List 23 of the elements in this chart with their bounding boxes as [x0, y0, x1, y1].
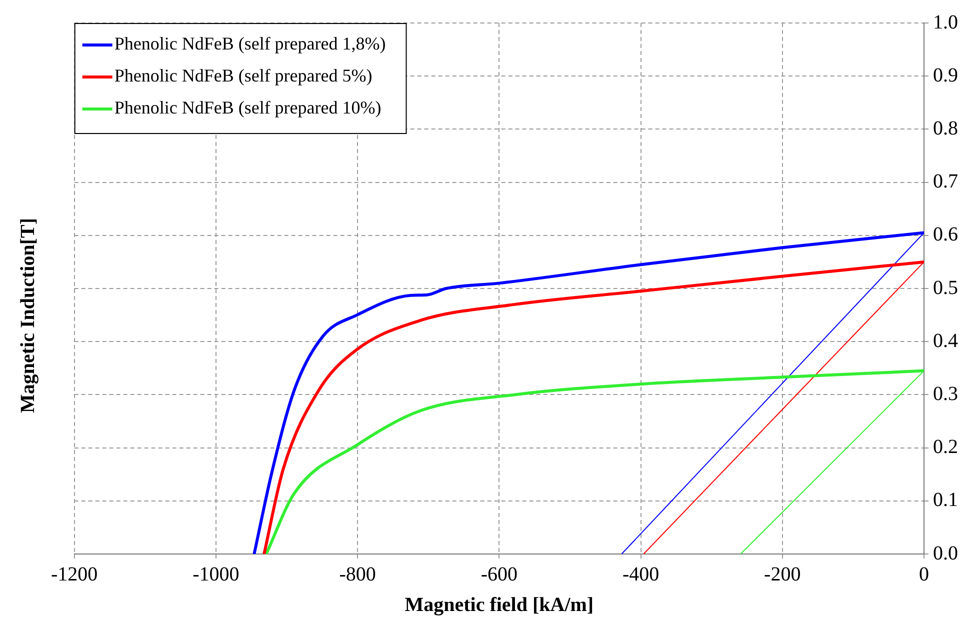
y-tick-label: 0.1: [933, 489, 958, 512]
y-tick-label: 0.9: [933, 64, 958, 86]
y-tick-label: 0.6: [933, 224, 958, 246]
x-axis-title: Magnetic field [kA/m]: [404, 594, 594, 616]
legend-label: Phenolic NdFeB (self prepared 1,8%): [114, 34, 386, 54]
y-tick-label: 0.4: [933, 330, 958, 352]
y-tick-label: 0.3: [933, 382, 958, 405]
y-tick-label: 0.8: [933, 117, 958, 140]
x-tick-label: -800: [339, 563, 376, 586]
x-tick-label: -200: [764, 563, 801, 586]
legend-label: Phenolic NdFeB (self prepared 10%): [114, 98, 382, 118]
y-axis-title: Magnetic Induction[T]: [16, 218, 40, 412]
x-tick-label: -400: [622, 563, 660, 586]
y-tick-label: 0.2: [933, 436, 958, 458]
y-tick-label: 0.0: [933, 542, 958, 564]
x-tick-label: -1000: [192, 563, 240, 586]
legend-label: Phenolic NdFeB (self prepared 5%): [114, 66, 372, 86]
x-tick-label: -1200: [50, 563, 98, 586]
y-tick-label: 1.0: [933, 11, 958, 34]
x-tick-label: 0: [919, 563, 929, 586]
y-tick-label: 0.5: [933, 276, 958, 299]
x-tick-label: -600: [480, 563, 518, 586]
y-tick-label: 0.7: [933, 170, 958, 193]
